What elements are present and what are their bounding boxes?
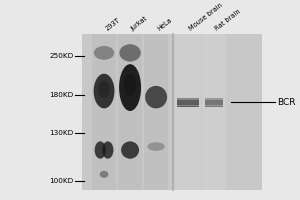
Text: Mouse brain: Mouse brain bbox=[188, 2, 224, 32]
Bar bbox=[205, 105, 223, 106]
Bar bbox=[175, 34, 201, 190]
Ellipse shape bbox=[98, 81, 110, 98]
Ellipse shape bbox=[124, 74, 136, 97]
Text: BCR: BCR bbox=[278, 98, 296, 107]
Bar bbox=[205, 98, 223, 100]
Ellipse shape bbox=[100, 171, 108, 178]
Text: 100KD: 100KD bbox=[50, 178, 74, 184]
Bar bbox=[82, 34, 262, 190]
Ellipse shape bbox=[119, 64, 141, 111]
Ellipse shape bbox=[145, 86, 167, 108]
Bar bbox=[144, 34, 168, 190]
Text: 130KD: 130KD bbox=[50, 130, 74, 136]
Text: 293T: 293T bbox=[104, 17, 121, 32]
Ellipse shape bbox=[121, 141, 139, 159]
Bar bbox=[202, 34, 226, 190]
Ellipse shape bbox=[94, 74, 115, 108]
Bar bbox=[177, 98, 199, 107]
Text: 250KD: 250KD bbox=[50, 53, 74, 59]
Bar bbox=[118, 34, 142, 190]
Ellipse shape bbox=[95, 141, 106, 159]
Bar bbox=[177, 98, 199, 100]
Bar bbox=[177, 105, 199, 106]
Ellipse shape bbox=[119, 44, 141, 62]
Text: HeLa: HeLa bbox=[156, 17, 173, 32]
Ellipse shape bbox=[94, 46, 114, 60]
Bar bbox=[205, 98, 223, 107]
Text: Jurkat: Jurkat bbox=[130, 15, 149, 32]
Ellipse shape bbox=[147, 142, 165, 151]
Ellipse shape bbox=[102, 141, 113, 159]
Text: Rat brain: Rat brain bbox=[214, 8, 242, 32]
Text: 180KD: 180KD bbox=[50, 92, 74, 98]
Bar bbox=[92, 34, 116, 190]
